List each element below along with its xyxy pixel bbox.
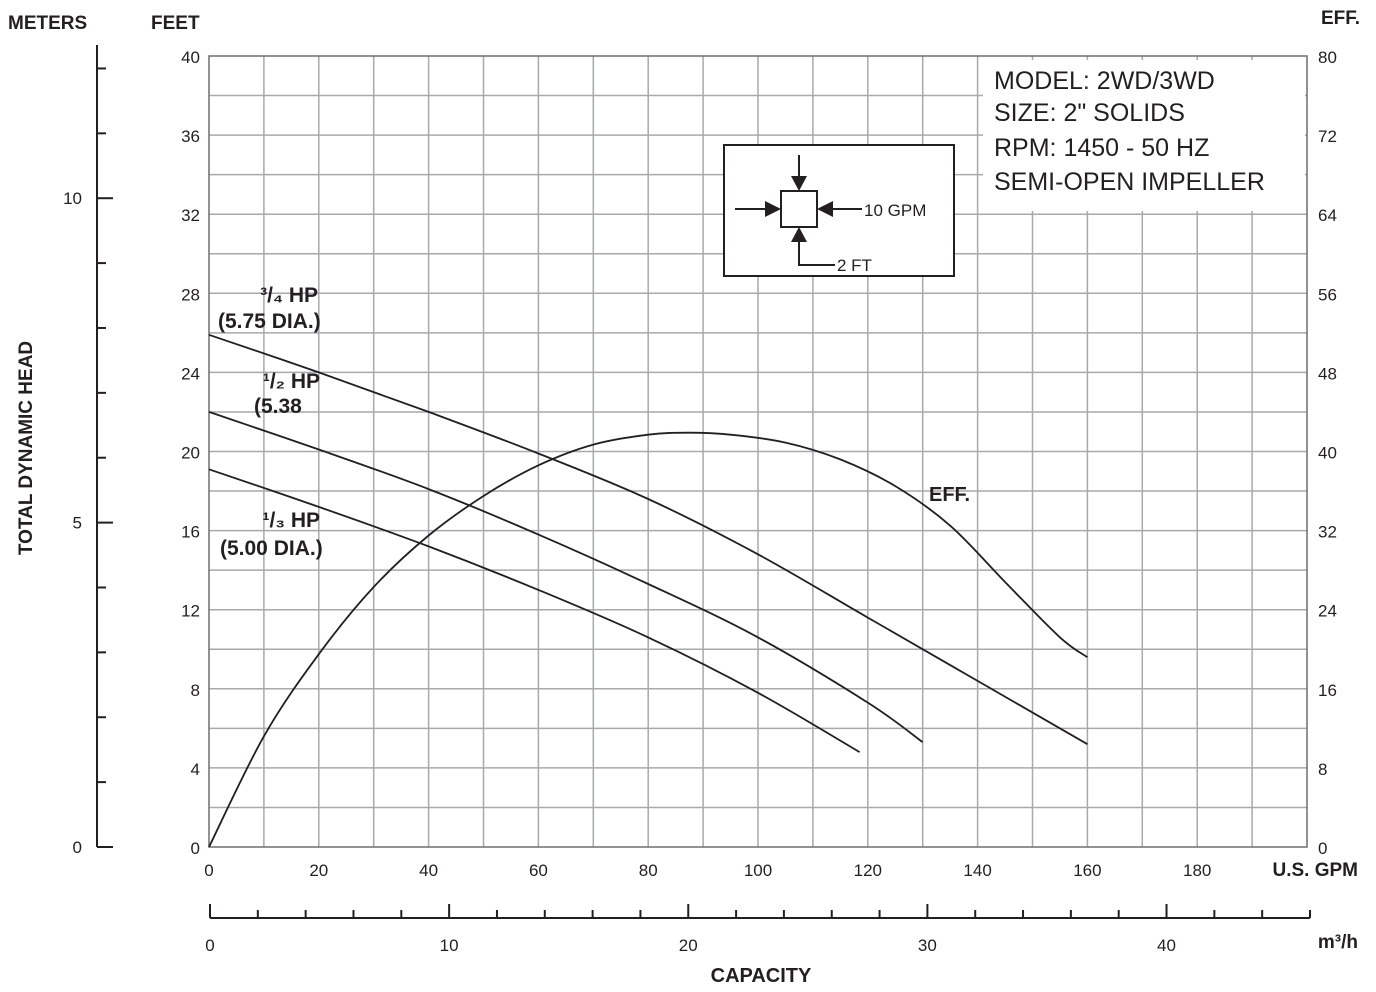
plot-border bbox=[208, 55, 1308, 848]
feet-tick-label: 28 bbox=[181, 285, 200, 304]
curve-1-2hp bbox=[208, 411, 924, 743]
model-info-box: MODEL: 2WD/3WD SIZE: 2" SOLIDS RPM: 1450… bbox=[983, 60, 1305, 211]
gpm-tick-label: 120 bbox=[854, 861, 882, 880]
eff-tick-label: 32 bbox=[1318, 523, 1337, 542]
meters-tick-label: 5 bbox=[73, 514, 82, 533]
eff-tick-label: 64 bbox=[1318, 206, 1337, 225]
gpm-tick-label: 180 bbox=[1183, 861, 1211, 880]
tick-labels: 0510048121620242832364008162432404856647… bbox=[63, 48, 1337, 955]
m3h-unit: m³/h bbox=[1318, 932, 1358, 953]
feet-tick-label: 20 bbox=[181, 444, 200, 463]
gpm-tick-label: 60 bbox=[529, 861, 548, 880]
curve-labels: ³/₄ HP (5.75 DIA.) ¹/₂ HP (5.38 ¹/₃ HP (… bbox=[218, 284, 970, 560]
scale-key-frame bbox=[723, 144, 955, 277]
scale-key-ft-label: 2 FT bbox=[837, 256, 872, 275]
arrow-left-head-icon bbox=[765, 201, 781, 217]
gpm-tick-label: 80 bbox=[639, 861, 658, 880]
m3h-tick-label: 10 bbox=[440, 936, 459, 955]
eff-tick-label: 56 bbox=[1318, 285, 1337, 304]
plot-frame bbox=[96, 45, 1311, 919]
arrow-top-head-icon bbox=[791, 176, 807, 191]
size-line: SIZE: 2" SOLIDS bbox=[994, 99, 1185, 127]
eff-tick-label: 16 bbox=[1318, 681, 1337, 700]
arrow-bottom-icon bbox=[798, 240, 835, 266]
m3h-tick-label: 0 bbox=[205, 936, 214, 955]
eff-tick-label: 48 bbox=[1318, 364, 1337, 383]
meters-tick-label: 10 bbox=[63, 189, 82, 208]
arrow-right-head-icon bbox=[817, 201, 833, 217]
feet-axis-title: FEET bbox=[151, 13, 200, 34]
gpm-tick-label: 0 bbox=[204, 861, 213, 880]
feet-tick-label: 0 bbox=[191, 839, 200, 858]
m3h-tick-label: 30 bbox=[918, 936, 937, 955]
gpm-tick-label: 160 bbox=[1073, 861, 1101, 880]
feet-tick-label: 40 bbox=[181, 48, 200, 67]
eff-tick-label: 72 bbox=[1318, 127, 1337, 146]
m3h-tick-label: 40 bbox=[1157, 936, 1176, 955]
curve-3-4hp bbox=[208, 333, 1088, 745]
gpm-tick-label: 40 bbox=[419, 861, 438, 880]
feet-tick-label: 32 bbox=[181, 206, 200, 225]
impeller-line: SEMI-OPEN IMPELLER bbox=[994, 168, 1265, 196]
x-axis-label: CAPACITY bbox=[711, 965, 812, 987]
scale-key-square bbox=[780, 190, 818, 228]
curve-label-3-4hp: ³/₄ HP bbox=[260, 284, 318, 307]
eff-tick-label: 0 bbox=[1318, 839, 1327, 858]
scale-key-gpm-label: 10 GPM bbox=[864, 201, 926, 220]
feet-tick-label: 4 bbox=[191, 760, 200, 779]
arrow-bottom-head-icon bbox=[791, 227, 807, 242]
feet-tick-label: 8 bbox=[191, 681, 200, 700]
y-axis-label: TOTAL DYNAMIC HEAD bbox=[16, 341, 37, 555]
model-info-background bbox=[983, 60, 1305, 211]
curve-label-eff: EFF. bbox=[929, 484, 970, 506]
feet-tick-label: 36 bbox=[181, 127, 200, 146]
feet-tick-label: 24 bbox=[181, 364, 200, 383]
feet-tick-label: 12 bbox=[181, 602, 200, 621]
rpm-line: RPM: 1450 - 50 HZ bbox=[994, 134, 1209, 162]
eff-tick-label: 40 bbox=[1318, 444, 1337, 463]
curves bbox=[208, 333, 1088, 848]
gpm-axis-title: U.S. GPM bbox=[1272, 860, 1358, 881]
curve-label-1-2hp: ¹/₂ HP bbox=[263, 370, 320, 393]
curve-efficiency bbox=[208, 431, 1088, 848]
meters-tick-label: 0 bbox=[73, 838, 82, 857]
curve-label-1-3hp: ¹/₃ HP bbox=[262, 509, 320, 532]
curve-label-1-2hp-dia: (5.38 bbox=[254, 395, 302, 418]
gpm-tick-label: 20 bbox=[309, 861, 328, 880]
feet-tick-label: 16 bbox=[181, 523, 200, 542]
eff-tick-label: 8 bbox=[1318, 760, 1327, 779]
gpm-tick-label: 140 bbox=[963, 861, 991, 880]
curve-1-3hp bbox=[208, 468, 861, 753]
scale-key-box: 10 GPM 2 FT bbox=[723, 144, 955, 277]
m3h-tick-label: 20 bbox=[679, 936, 698, 955]
model-line: MODEL: 2WD/3WD bbox=[994, 67, 1215, 95]
curve-label-3-4hp-dia: (5.75 DIA.) bbox=[218, 310, 321, 333]
eff-axis-title: EFF. bbox=[1321, 8, 1360, 29]
eff-tick-label: 80 bbox=[1318, 48, 1337, 67]
curve-label-1-3hp-dia: (5.00 DIA.) bbox=[220, 537, 323, 560]
m3h-axis-title: m³/h bbox=[1318, 932, 1358, 953]
eff-tick-label: 24 bbox=[1318, 602, 1337, 621]
meters-axis-title: METERS bbox=[8, 13, 87, 34]
gpm-tick-label: 100 bbox=[744, 861, 772, 880]
